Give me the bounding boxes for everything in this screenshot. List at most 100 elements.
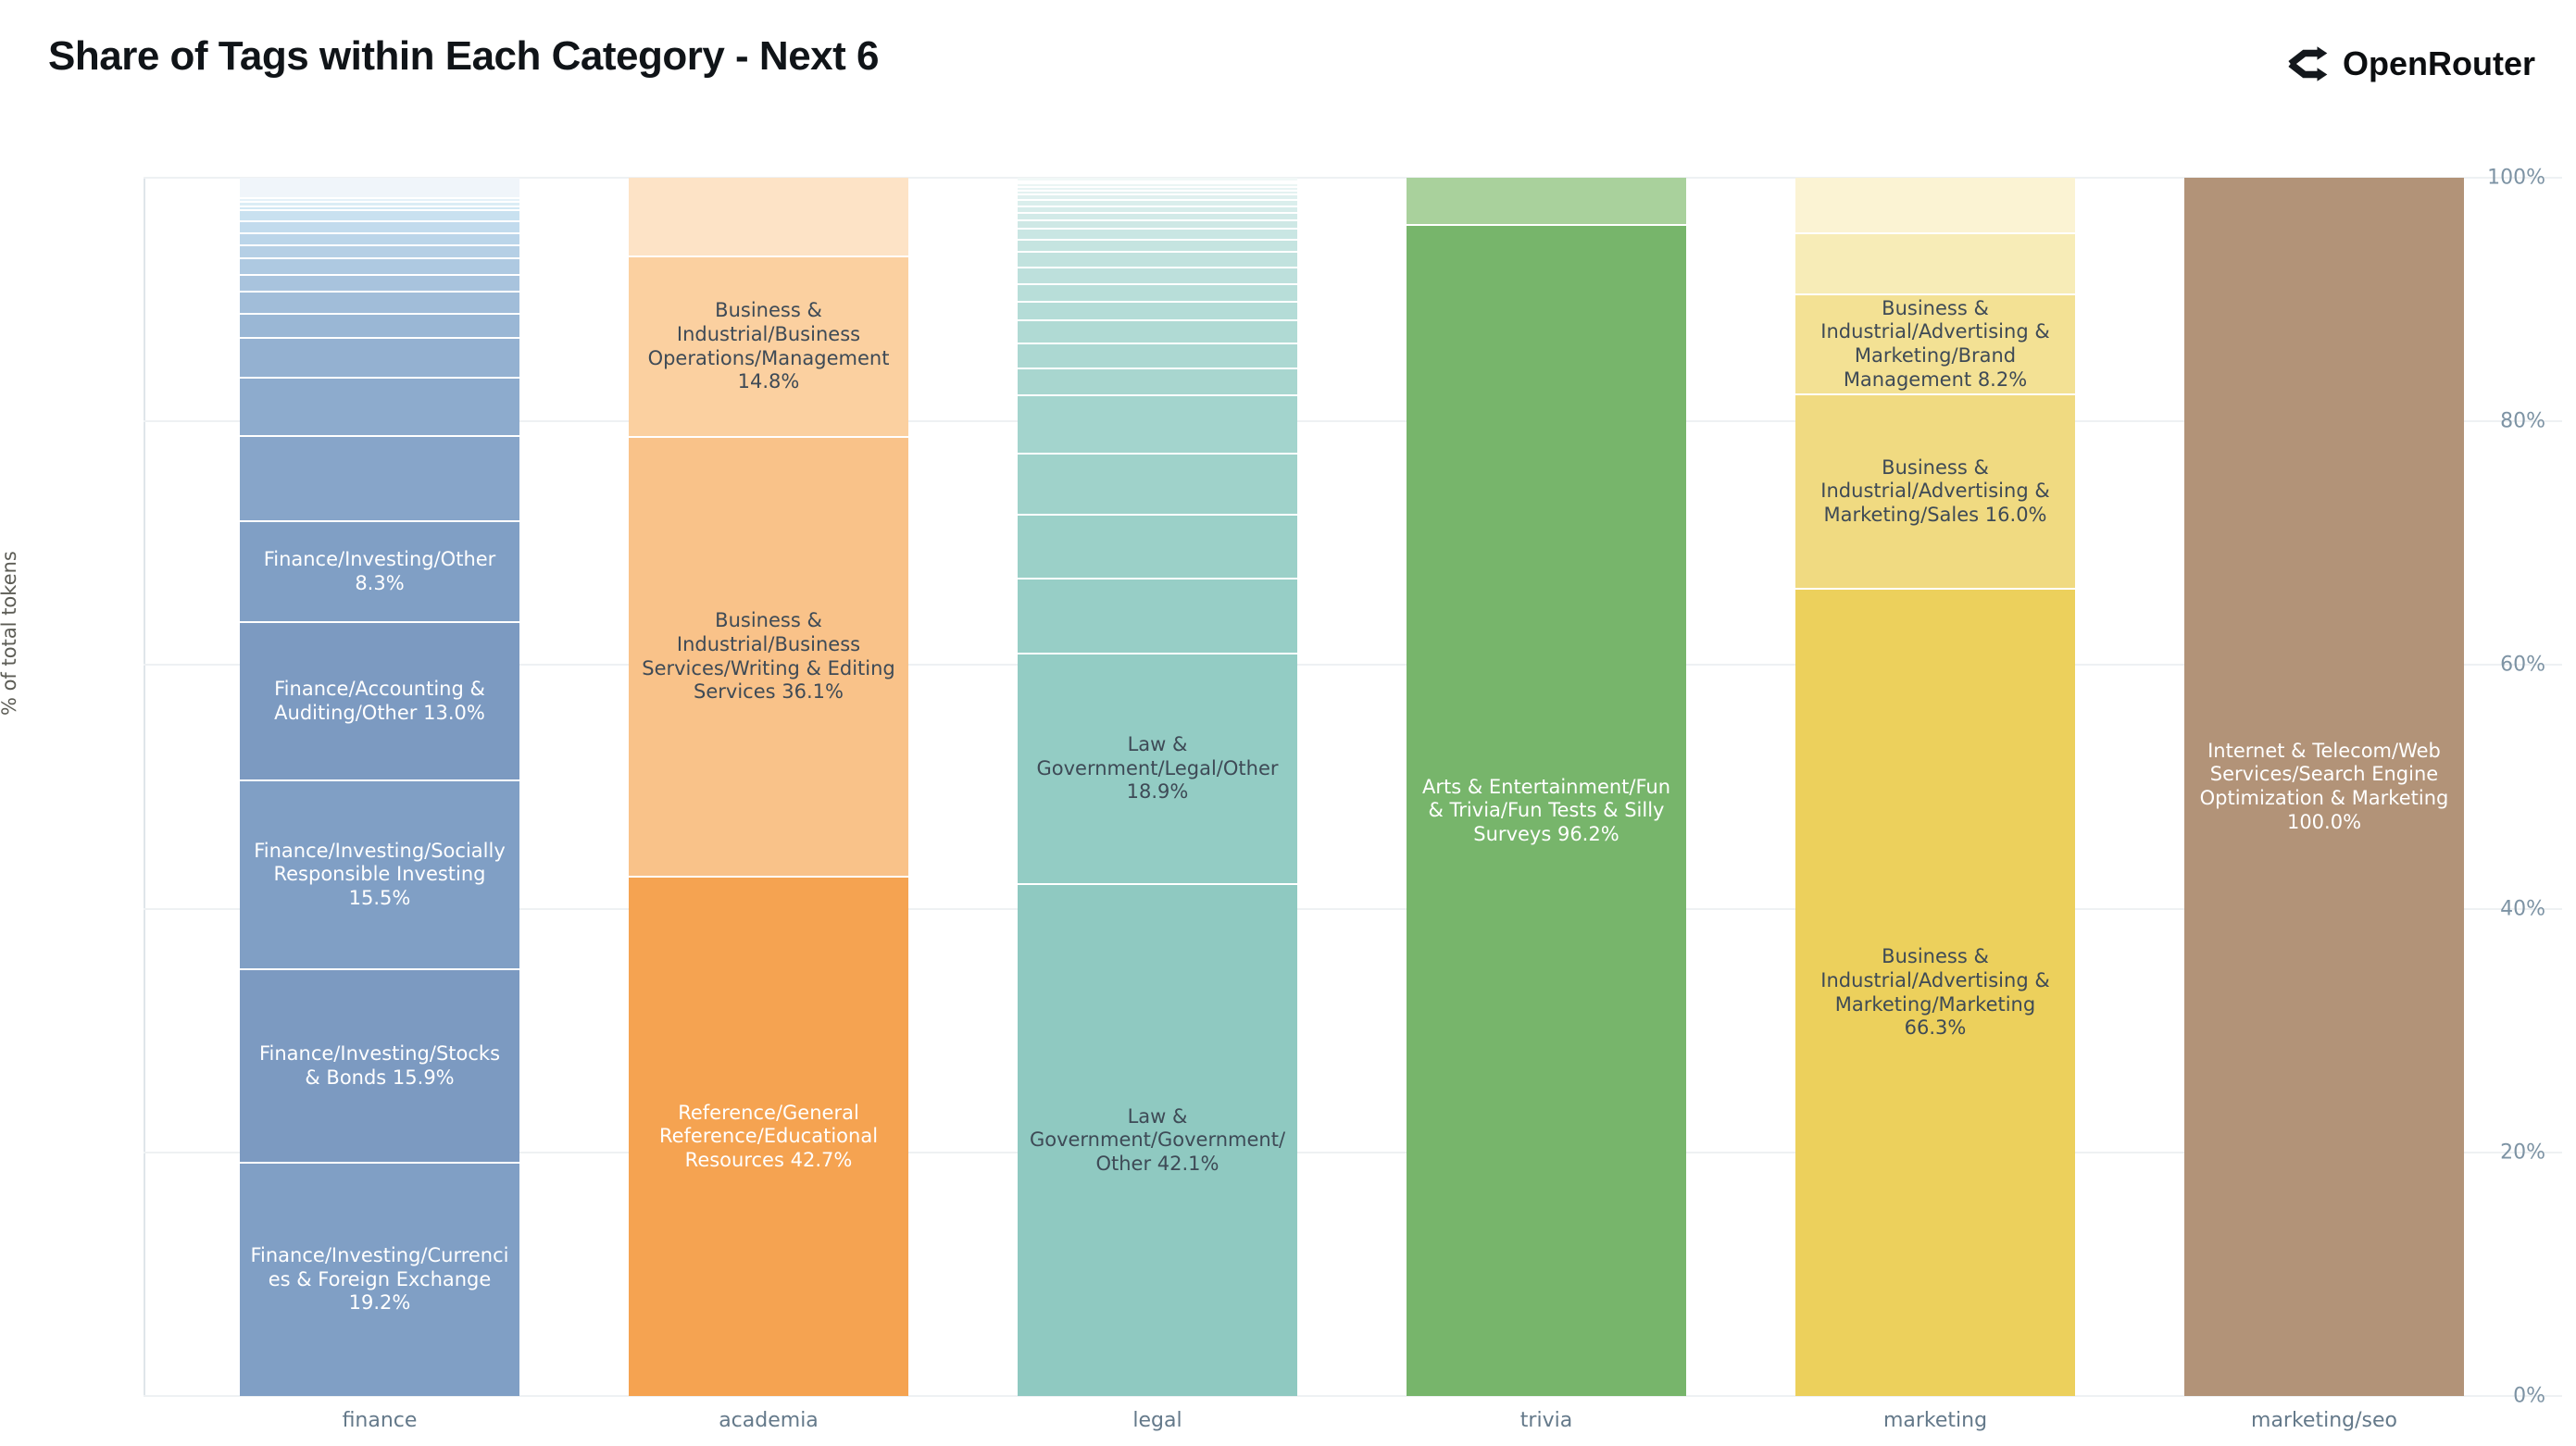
bar-segment[interactable] [1018,199,1297,206]
y-axis-line [144,178,145,1396]
bar-segment[interactable] [240,206,519,209]
y-tick-label: 20% [2500,1141,2545,1165]
segment-label: Arts & Entertainment/Fun & Trivia/Fun Te… [1421,775,1671,845]
segment-label: Business & Industrial/Advertising & Mark… [1820,945,2050,1040]
bar-segment[interactable] [1018,181,1297,182]
bar-segment[interactable] [1018,251,1297,267]
bar-segment[interactable] [240,337,519,377]
bar-segment[interactable] [240,209,519,220]
bar-column-legal: Law & Government/Government/Other 42.1% L… [1018,178,1297,1396]
segment-label: Finance/Accounting & Auditing/Other 13.0… [274,677,485,724]
x-category-label: trivia [1519,1409,1573,1432]
bar-segment[interactable] [1018,514,1297,578]
bar-segment[interactable]: Finance/Investing/Currencies & Foreign E… [240,1162,519,1396]
segment-label: Business & Industrial/Advertising & Mark… [1820,296,2050,391]
x-category-label: finance [342,1409,418,1432]
segment-label: Finance/Investing/Other 8.3% [263,547,496,594]
bar-segment[interactable] [240,201,519,206]
x-category-label: marketing/seo [2251,1409,2397,1432]
bar-segment[interactable] [240,220,519,232]
bar-column-academia: Reference/General Reference/Educational … [629,178,908,1396]
gridline [144,1395,2562,1397]
bar-segment[interactable] [1018,301,1297,319]
bar-segment[interactable] [240,257,519,274]
bar-column-trivia: Arts & Entertainment/Fun & Trivia/Fun Te… [1407,178,1686,1396]
bar-segment[interactable] [1795,178,2075,232]
bar-segment[interactable]: Internet & Telecom/Web Services/Search E… [2184,178,2464,1396]
bar-segment[interactable]: Finance/Investing/Socially Responsible I… [240,779,519,968]
bar-segment[interactable]: Finance/Accounting & Auditing/Other 13.0… [240,621,519,779]
x-category-label: academia [719,1409,819,1432]
y-tick-label: 80% [2500,409,2545,433]
bar-segment[interactable]: Law & Government/Government/Other 42.1% [1018,883,1297,1396]
gridline [144,1152,2562,1153]
bar-segment[interactable] [240,274,519,291]
bar-segment[interactable] [240,232,519,244]
gridline [144,664,2562,666]
y-tick-label: 40% [2500,897,2545,921]
bar-segment[interactable] [1407,178,1686,224]
segment-label: Law & Government/Government/Other 42.1% [1029,1104,1286,1175]
bar-segment[interactable] [1018,190,1297,193]
bar-segment[interactable]: Business & Industrial/Advertising & Mark… [1795,393,2075,588]
bar-segment[interactable] [240,313,519,337]
bar-segment[interactable]: Arts & Entertainment/Fun & Trivia/Fun Te… [1407,224,1686,1396]
bar-segment[interactable]: Finance/Investing/Stocks & Bonds 15.9% [240,968,519,1162]
segment-label: Business & Industrial/Business Operation… [647,299,890,393]
bar-segment[interactable] [1018,578,1297,653]
segment-label: Law & Government/Legal/Other 18.9% [1036,733,1279,804]
segment-label: Finance/Investing/Socially Responsible I… [254,839,506,909]
bar-segment[interactable] [1018,453,1297,514]
bar-segment[interactable] [1018,182,1297,186]
bar-segment[interactable] [240,435,519,520]
bar-segment[interactable] [1795,232,2075,293]
y-tick-label: 0% [2513,1384,2545,1408]
bar-segment[interactable] [1018,239,1297,251]
bar-segment[interactable] [1018,219,1297,228]
bar-column-finance: Finance/Investing/Currencies & Foreign E… [240,178,519,1396]
bar-segment[interactable]: Business & Industrial/Advertising & Mark… [1795,588,2075,1396]
bar-column-marketing: Business & Industrial/Advertising & Mark… [1795,178,2075,1396]
bar-segment[interactable] [1018,228,1297,239]
page-title: Share of Tags within Each Category - Nex… [48,33,880,79]
bar-segment[interactable] [240,377,519,435]
bar-segment[interactable] [1018,394,1297,453]
bar-segment[interactable] [1018,186,1297,190]
bar-segment[interactable] [1018,178,1297,181]
segment-label: Finance/Investing/Currencies & Foreign E… [250,1244,509,1315]
bar-segment[interactable] [1018,343,1297,368]
gridline [144,420,2562,422]
bar-segment[interactable]: Business & Industrial/Advertising & Mark… [1795,293,2075,393]
bar-segment[interactable]: Reference/General Reference/Educational … [629,876,908,1396]
bar-segment[interactable] [1018,206,1297,212]
brand-name: OpenRouter [2342,44,2535,82]
bar-segment[interactable]: Business & Industrial/Business Operation… [629,256,908,436]
x-category-label: legal [1132,1409,1182,1432]
bar-segment[interactable] [1018,368,1297,394]
openrouter-logo: OpenRouter [2285,44,2535,83]
bar-segment[interactable] [240,178,519,197]
y-axis-title: % of total tokens [0,551,20,717]
bar-segment[interactable] [1018,193,1297,199]
segment-label: Reference/General Reference/Educational … [658,1101,879,1171]
y-tick-label: 60% [2500,653,2545,677]
y-tick-label: 100% [2487,166,2545,190]
bar-segment[interactable] [240,197,519,201]
bar-segment[interactable]: Business & Industrial/Business Services/… [629,436,908,876]
bar-segment[interactable]: Finance/Investing/Other 8.3% [240,520,519,621]
bar-segment[interactable] [240,244,519,257]
bar-segment[interactable] [1018,283,1297,301]
segment-label: Business & Industrial/Advertising & Mark… [1820,455,2050,526]
segment-label: Internet & Telecom/Web Services/Search E… [2199,739,2449,833]
bar-segment[interactable] [629,178,908,256]
segment-label: Finance/Investing/Stocks & Bonds 15.9% [258,1041,501,1089]
bar-segment[interactable]: Law & Government/Legal/Other 18.9% [1018,653,1297,883]
gridline [144,908,2562,910]
bar-segment[interactable] [240,291,519,313]
segment-label: Business & Industrial/Business Services/… [642,609,895,704]
bar-segment[interactable] [1018,319,1297,343]
bar-segment[interactable] [1018,267,1297,283]
plot-area: 0% 20% 40% 60% 80% 100% Finance/Investing/Curr… [144,167,2562,1432]
bar-segment[interactable] [1018,212,1297,219]
